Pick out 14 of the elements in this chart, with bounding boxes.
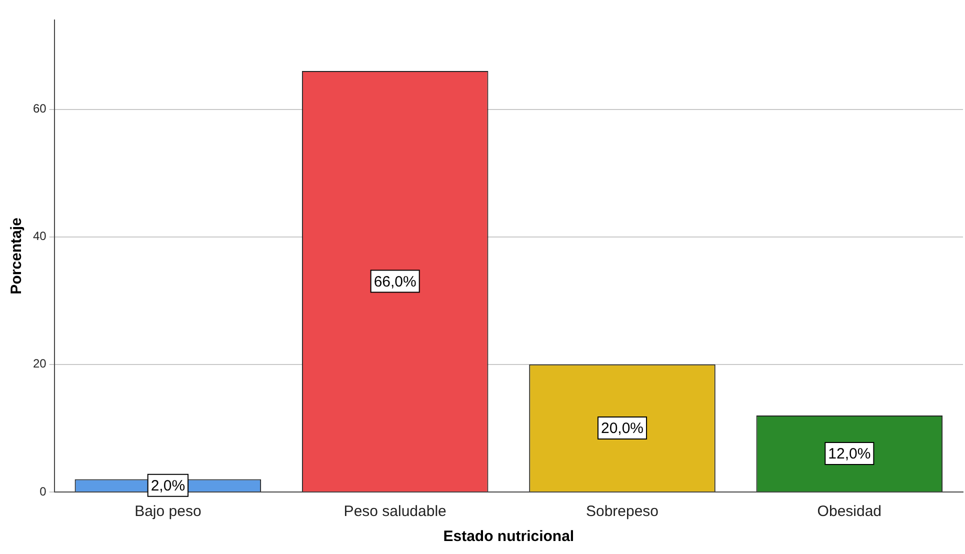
y-tick-label: 20 (32, 356, 47, 371)
y-tick-label: 0 (40, 484, 47, 498)
y-axis-title: Porcentaje (8, 218, 26, 294)
data-label: 66,0% (374, 273, 416, 290)
x-tick-label: Obesidad (817, 503, 882, 520)
data-label: 2,0% (150, 478, 186, 495)
data-label: 12,0% (828, 446, 871, 463)
x-axis-title: Estado nutricional (443, 528, 574, 546)
y-tick-label: 60 (32, 102, 47, 116)
y-tick-label: 40 (32, 229, 47, 244)
x-tick-label: Sobrepeso (586, 503, 659, 520)
data-label: 20,0% (600, 420, 644, 438)
x-tick-label: Bajo peso (134, 503, 202, 520)
x-tick-label: Peso saludable (344, 503, 446, 520)
